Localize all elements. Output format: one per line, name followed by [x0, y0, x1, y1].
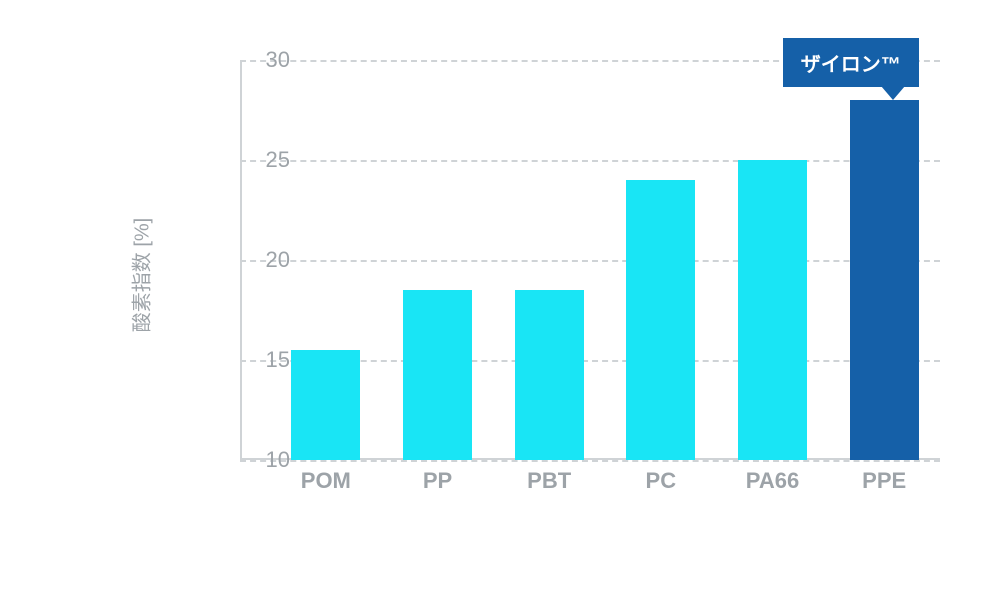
bar-pbt — [515, 290, 584, 460]
y-tick-label: 30 — [250, 47, 290, 73]
y-tick-label: 10 — [250, 447, 290, 473]
plot-area: 1015202530POMPPPBTPCPA66PPEザイロン™ — [240, 60, 940, 460]
x-tick-label: PP — [423, 468, 452, 494]
x-tick-label: PBT — [527, 468, 571, 494]
gridline — [240, 460, 940, 462]
oxygen-index-chart: 酸素指数 [%] 1015202530POMPPPBTPCPA66PPEザイロン… — [180, 60, 940, 490]
x-tick-label: PA66 — [746, 468, 799, 494]
y-tick-label: 20 — [250, 247, 290, 273]
bar-ppe — [850, 100, 919, 460]
gridline — [240, 160, 940, 162]
y-axis-label: 酸素指数 [%] — [126, 218, 155, 332]
bar-pa66 — [738, 160, 807, 460]
bar-pp — [403, 290, 472, 460]
callout-label: ザイロン™ — [783, 38, 919, 87]
y-tick-label: 25 — [250, 147, 290, 173]
gridline — [240, 260, 940, 262]
x-tick-label: POM — [301, 468, 351, 494]
x-tick-label: PPE — [862, 468, 906, 494]
bar-pc — [626, 180, 695, 460]
y-tick-label: 15 — [250, 347, 290, 373]
x-tick-label: PC — [646, 468, 677, 494]
bar-pom — [291, 350, 360, 460]
